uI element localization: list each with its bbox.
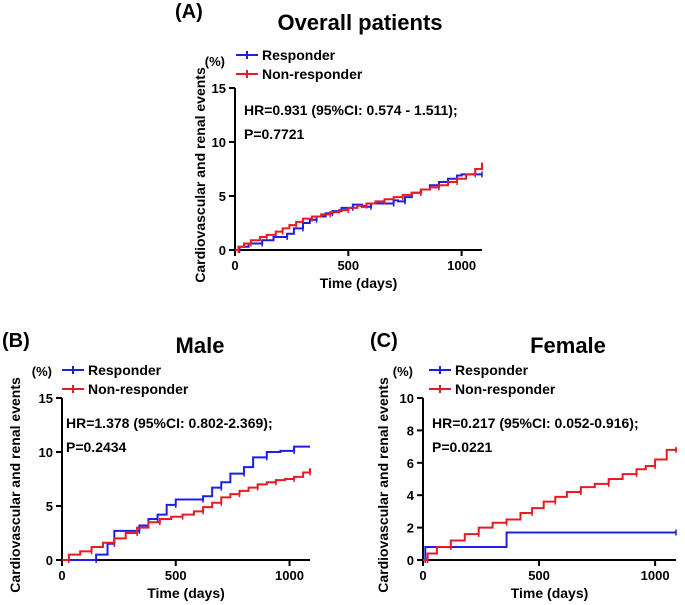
y-axis-label: Cardiovascular and renal events: [7, 377, 23, 593]
y-tick-label: 10: [39, 445, 53, 460]
x-tick-label: 1000: [447, 258, 476, 273]
legend-label-non-responder: Non-responder: [88, 381, 189, 397]
chart-title: Male: [176, 333, 225, 358]
hazard-ratio-text: HR=0.931 (95%CI: 0.574 - 1.511);: [244, 102, 458, 118]
x-tick-label: 500: [165, 568, 187, 583]
panel-a: (A) Overall patients 0 5 10 15 0 500 1000 Time (d…: [175, 1, 483, 291]
y-tick-label: 10: [212, 135, 226, 150]
x-tick-label: 0: [231, 258, 238, 273]
y-tick-label: 8: [407, 423, 414, 438]
panel-c: (C) Female 0 2 4 6 8 10 0 500 1000 Time (days) Cardi…: [370, 330, 677, 601]
legend-label-responder: Responder: [455, 362, 529, 378]
legend-label-responder: Responder: [88, 362, 162, 378]
y-unit-label: (%): [393, 364, 413, 379]
panel-label: (B): [2, 330, 30, 352]
series-line-non-responder: [423, 448, 677, 561]
y-unit-label: (%): [205, 54, 225, 69]
y-axis-label: Cardiovascular and renal events: [375, 377, 391, 593]
hazard-ratio-text: HR=0.217 (95%CI: 0.052-0.916);: [432, 415, 639, 431]
y-tick-label: 0: [219, 243, 226, 258]
series-line-non-responder: [235, 162, 483, 251]
legend-label-non-responder: Non-responder: [262, 66, 363, 82]
y-tick-label: 15: [212, 81, 226, 96]
x-tick-label: 500: [337, 258, 359, 273]
p-value-text: P=0.2434: [66, 439, 127, 455]
series-line-responder: [62, 445, 310, 561]
chart-title: Overall patients: [277, 10, 442, 35]
x-tick-label: 1000: [641, 568, 670, 583]
legend-label-non-responder: Non-responder: [455, 381, 556, 397]
x-tick-label: 0: [419, 568, 426, 583]
x-tick-label: 0: [58, 568, 65, 583]
x-axis-label: Time (days): [511, 585, 589, 601]
y-axis-label: Cardiovascular and renal events: [192, 67, 208, 283]
legend-label-responder: Responder: [262, 47, 336, 63]
y-tick-label: 4: [407, 488, 415, 503]
hazard-ratio-text: HR=1.378 (95%CI: 0.802-2.369);: [66, 415, 273, 431]
y-tick-label: 10: [400, 391, 414, 406]
series-line-non-responder: [62, 468, 311, 561]
x-axis-label: Time (days): [320, 275, 398, 291]
y-unit-label: (%): [32, 364, 52, 379]
y-tick-label: 2: [407, 521, 414, 536]
series-line-responder: [235, 173, 482, 251]
chart-title: Female: [530, 333, 606, 358]
panel-label: (A): [175, 1, 203, 23]
y-tick-label: 6: [407, 456, 414, 471]
x-tick-label: 500: [528, 568, 550, 583]
panel-label: (C): [370, 330, 398, 352]
y-tick-label: 0: [46, 553, 53, 568]
y-tick-label: 5: [46, 499, 53, 514]
y-tick-label: 0: [407, 553, 414, 568]
series-line-responder: [423, 531, 676, 561]
x-tick-label: 1000: [275, 568, 304, 583]
y-tick-label: 5: [219, 189, 226, 204]
p-value-text: P=0.7721: [244, 126, 305, 142]
y-tick-label: 15: [39, 391, 53, 406]
panel-b: (B) Male 0 5 10 15 0 500 1000 Time (days) Cardiova…: [2, 330, 311, 601]
p-value-text: P=0.0221: [432, 439, 493, 455]
x-axis-label: Time (days): [147, 585, 225, 601]
